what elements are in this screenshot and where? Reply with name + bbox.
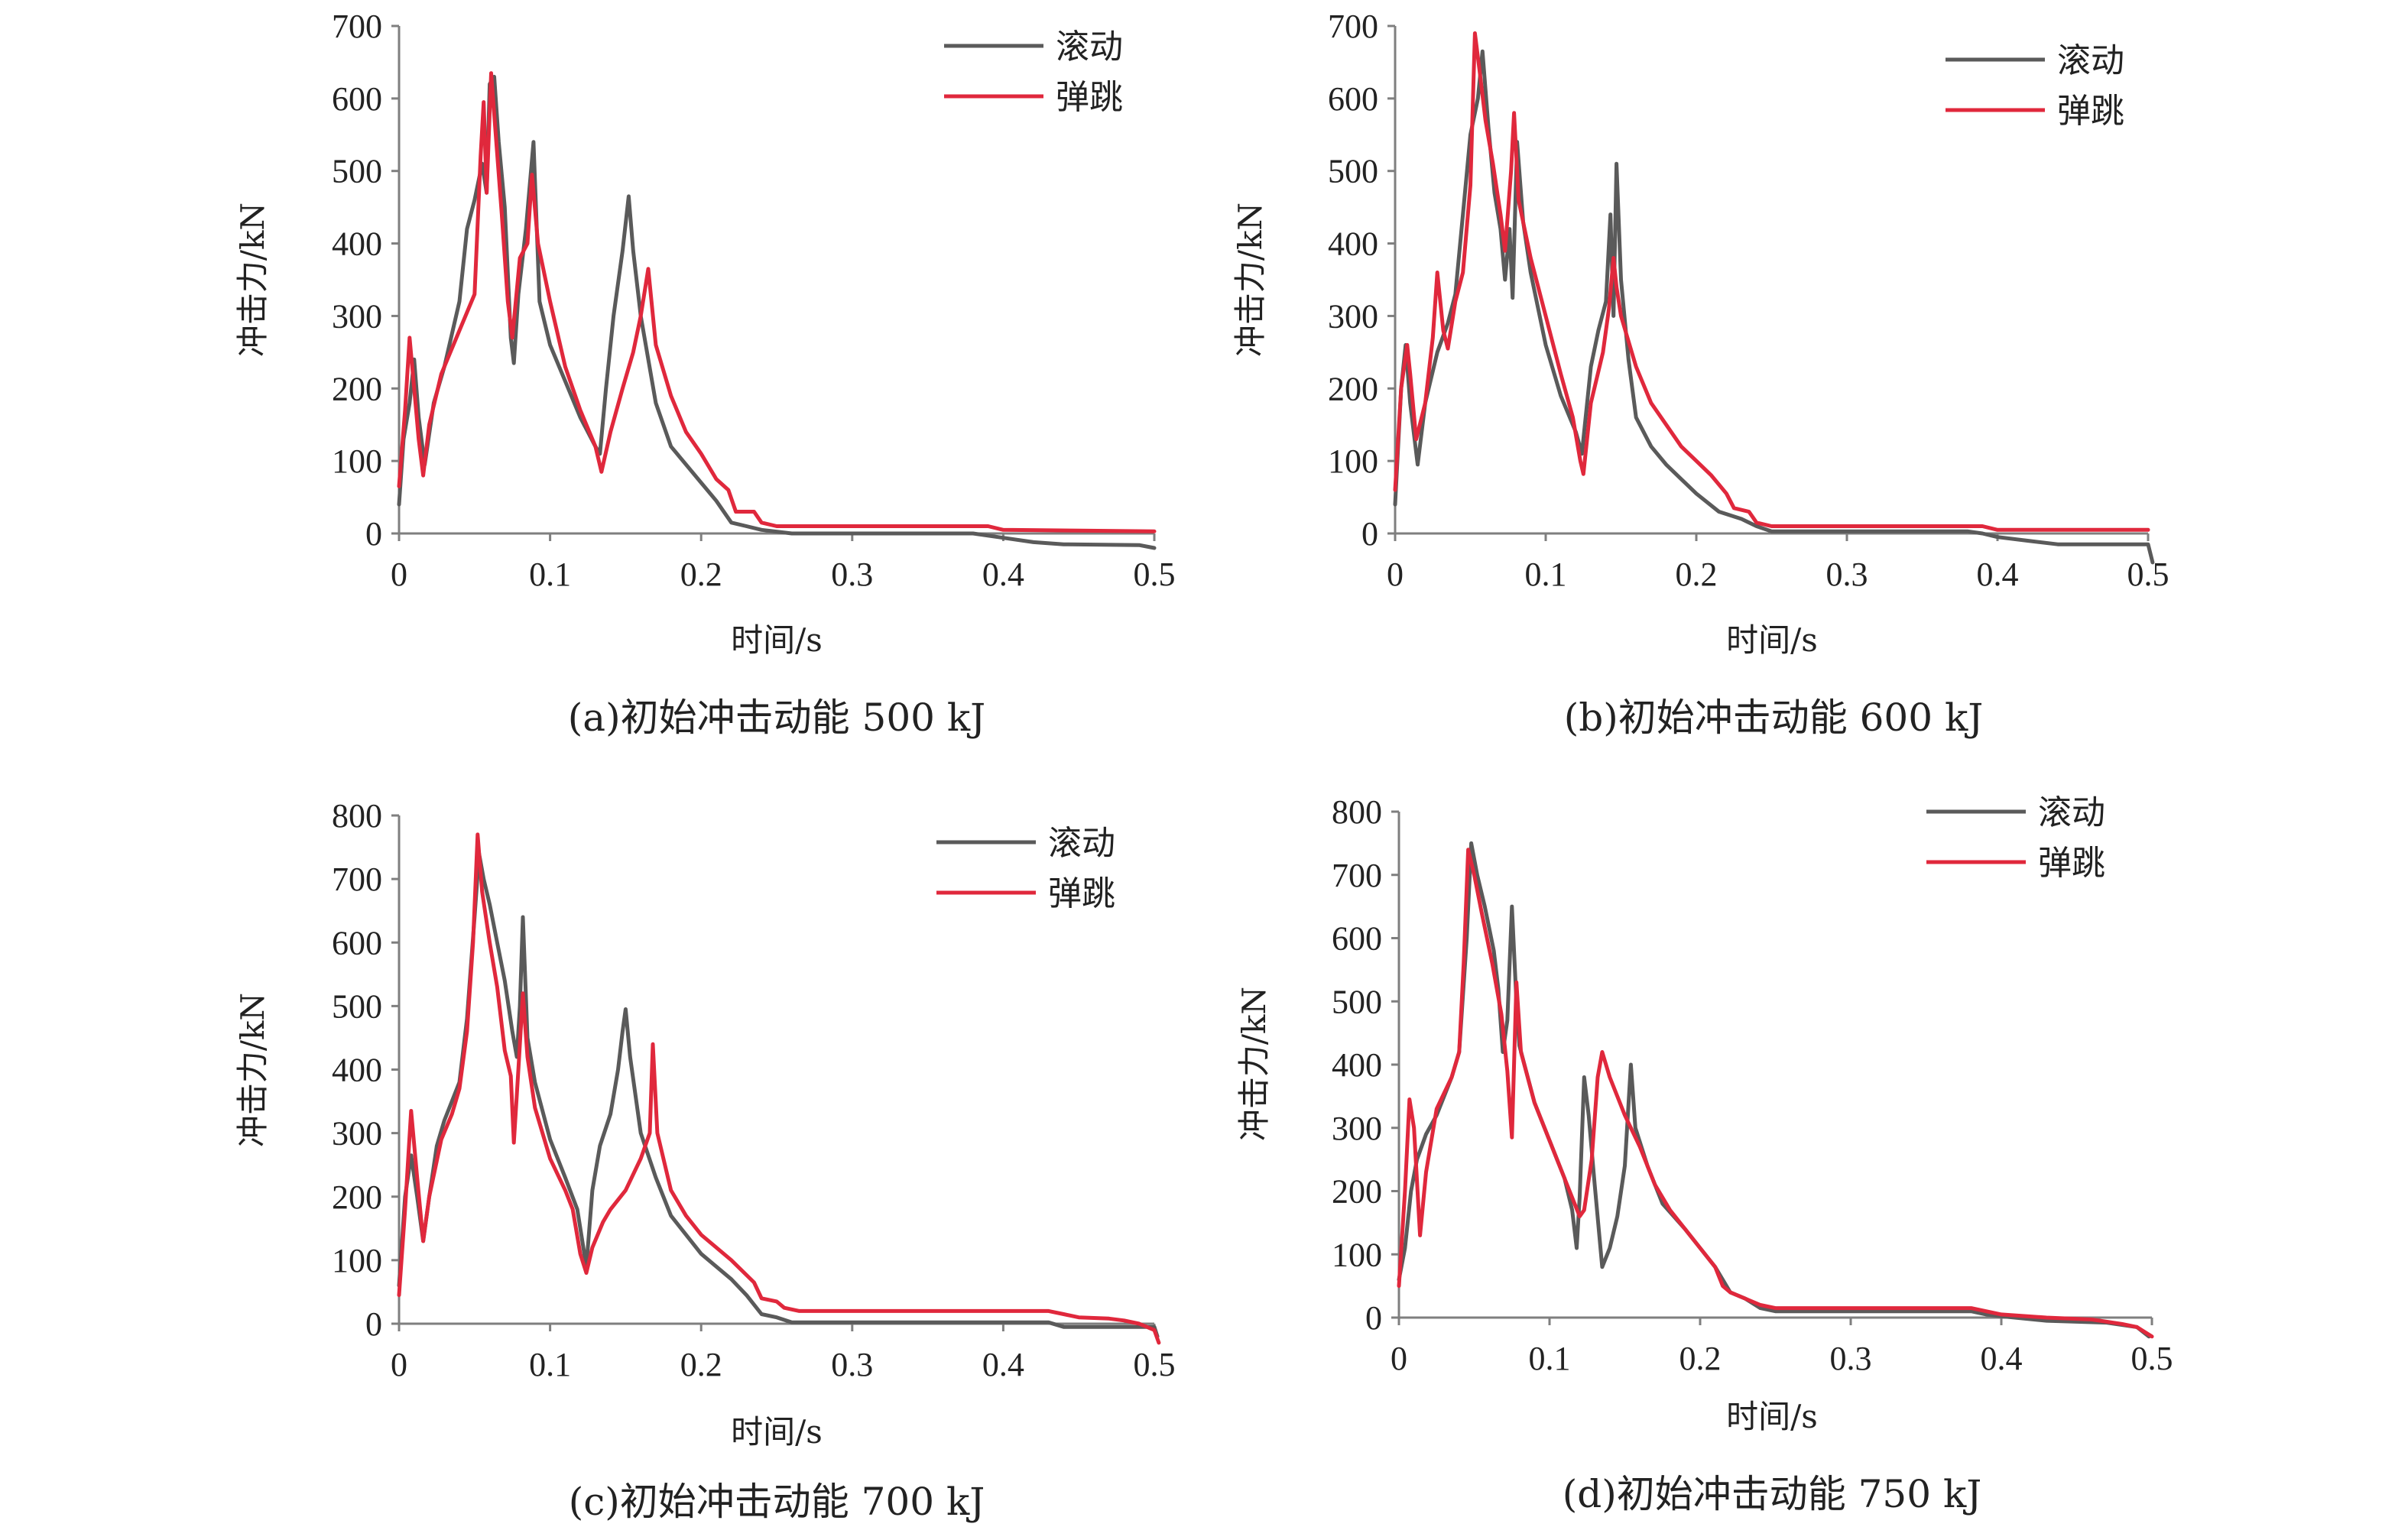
y-tick-label: 600	[1332, 920, 1382, 958]
y-tick-label: 700	[332, 8, 382, 45]
y-tick-label: 0	[365, 515, 382, 553]
x-tick-label: 0	[391, 556, 407, 593]
y-tick-label: 800	[1332, 793, 1382, 831]
chart-panel-a: 0 100 200 300 400 500 600 700 0 0.1 0.2 0.3 0.4 0.5 时间…	[234, 8, 1176, 740]
panel-caption: (a)初始冲击动能 500 kJ	[568, 695, 985, 740]
y-tick-label: 200	[1328, 370, 1378, 407]
series-line-bounce	[1393, 31, 2150, 532]
y-tick-label: 500	[332, 153, 382, 190]
y-tick-label: 300	[1332, 1110, 1382, 1147]
y-tick-label: 400	[332, 1052, 382, 1089]
legend-label: 滚动	[1048, 824, 1115, 863]
x-tick-label: 0.5	[1134, 556, 1176, 593]
y-tick-label: 300	[332, 297, 382, 335]
legend-label: 滚动	[2038, 793, 2105, 832]
x-tick-label: 0.3	[831, 556, 873, 593]
y-tick-label: 0	[1361, 515, 1378, 553]
panel-caption: (d)初始冲击动能 750 kJ	[1563, 1472, 1982, 1516]
series-line-bounce	[1397, 848, 2154, 1339]
y-tick-label: 200	[332, 370, 382, 407]
x-tick-label: 0.3	[831, 1346, 873, 1383]
x-tick-label: 0.2	[1679, 1340, 1722, 1377]
chart-panel-b: 0 100 200 300 400 500 600 700 0 0.1 0.2 0.3 0.4 0.5 时间…	[1232, 8, 2169, 740]
y-tick-label: 500	[332, 987, 382, 1025]
y-tick-label: 100	[332, 443, 382, 480]
legend-label: 弹跳	[2057, 92, 2124, 131]
x-tick-label: 0.4	[982, 1346, 1024, 1383]
x-tick-label: 0.1	[529, 556, 571, 593]
legend-label: 弹跳	[2038, 844, 2105, 883]
y-tick-label: 800	[332, 797, 382, 835]
series-line-rolling	[397, 851, 1160, 1339]
y-tick-label: 100	[1332, 1236, 1382, 1273]
chart-panel-d: 0 100 200 300 400 500 600 700 800 0 0.1 0.2 0.3 0.4 0.…	[1235, 793, 2173, 1516]
x-axis-label: 时间/s	[1726, 1398, 1818, 1435]
x-tick-label: 0.5	[2131, 1340, 2173, 1377]
y-tick-label: 300	[332, 1115, 382, 1153]
x-tick-label: 0.2	[680, 1346, 722, 1383]
x-tick-label: 0.3	[1826, 556, 1868, 593]
x-tick-label: 0.1	[529, 1346, 571, 1383]
y-tick-label: 100	[1328, 443, 1378, 480]
y-tick-label: 700	[1328, 8, 1378, 45]
y-tick-label: 600	[332, 80, 382, 118]
x-tick-label: 0.5	[1134, 1346, 1176, 1383]
y-tick-label: 500	[1332, 983, 1382, 1020]
x-tick-label: 0.5	[2127, 556, 2169, 593]
legend-label: 滚动	[1056, 28, 1123, 66]
x-tick-label: 0.4	[982, 556, 1024, 593]
y-tick-label: 600	[1328, 80, 1378, 118]
x-axis-label: 时间/s	[731, 621, 823, 659]
x-tick-label: 0	[391, 1346, 407, 1383]
x-tick-label: 0.4	[1981, 1340, 2023, 1377]
y-tick-label: 700	[332, 861, 382, 898]
series-line-bounce	[397, 832, 1161, 1345]
panel-caption: (c)初始冲击动能 700 kJ	[569, 1480, 985, 1524]
x-tick-label: 0.2	[680, 556, 722, 593]
series-line-bounce	[397, 71, 1157, 533]
x-tick-label: 0.4	[1977, 556, 2019, 593]
chart-panel-c: 0 100 200 300 400 500 600 700 800 0 0.1 0.2 0.3 0.4 0.…	[234, 797, 1176, 1524]
y-tick-label: 0	[1365, 1299, 1382, 1337]
y-tick-label: 0	[365, 1305, 382, 1343]
x-tick-label: 0.2	[1676, 556, 1718, 593]
x-tick-label: 0	[1391, 1340, 1407, 1377]
x-axis-label: 时间/s	[731, 1413, 823, 1451]
series-line-rolling	[1397, 841, 2151, 1339]
y-tick-label: 400	[1328, 225, 1378, 263]
x-tick-label: 0	[1387, 556, 1404, 593]
legend-label: 弹跳	[1056, 78, 1123, 117]
panel-caption: (b)初始冲击动能 600 kJ	[1564, 695, 1984, 740]
x-tick-label: 0.3	[1830, 1340, 1872, 1377]
y-tick-label: 200	[332, 1178, 382, 1216]
legend-label: 弹跳	[1048, 874, 1115, 913]
y-tick-label: 300	[1328, 297, 1378, 335]
y-axis-label: 冲击力/kN	[234, 203, 271, 357]
y-axis-label: 冲击力/kN	[234, 993, 271, 1147]
x-tick-label: 0.1	[1525, 556, 1567, 593]
y-tick-label: 400	[1332, 1046, 1382, 1084]
y-tick-label: 600	[332, 924, 382, 961]
y-tick-label: 500	[1328, 153, 1378, 190]
y-tick-label: 400	[332, 225, 382, 263]
y-axis-label: 冲击力/kN	[1235, 987, 1273, 1141]
x-tick-label: 0.1	[1529, 1340, 1571, 1377]
series-line-rolling	[1393, 49, 2155, 565]
y-tick-label: 700	[1332, 857, 1382, 894]
x-axis-label: 时间/s	[1726, 621, 1818, 659]
series-line-rolling	[397, 74, 1157, 550]
y-tick-label: 100	[332, 1242, 382, 1279]
y-axis-label: 冲击力/kN	[1232, 203, 1269, 357]
legend-label: 滚动	[2057, 41, 2124, 80]
y-tick-label: 200	[1332, 1173, 1382, 1211]
